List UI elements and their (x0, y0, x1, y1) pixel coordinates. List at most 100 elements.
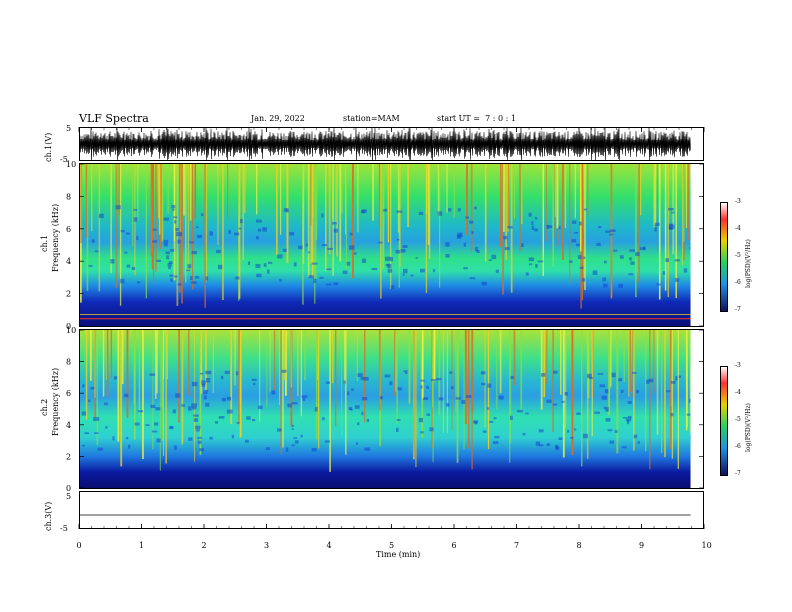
spectral-noise (115, 205, 121, 210)
spectral-noise (245, 439, 249, 443)
spectral-noise (586, 373, 592, 379)
spectral-noise (133, 208, 138, 211)
spectral-noise (326, 268, 332, 271)
spectral-noise (456, 234, 462, 239)
spectral-noise (216, 249, 221, 254)
spectral-noise (361, 258, 367, 263)
spectral-streak (437, 164, 440, 217)
spectral-streak (664, 330, 666, 458)
spectral-noise (654, 227, 657, 232)
ch1-spec-tick-0: 0 (66, 322, 71, 331)
spectral-streak (154, 330, 157, 399)
spectral-noise (528, 263, 532, 266)
spectral-streak (98, 164, 101, 292)
spectral-noise (446, 403, 450, 407)
spectral-noise (319, 276, 324, 279)
spectral-noise (91, 239, 95, 243)
spectral-streak (344, 330, 346, 384)
spectral-noise (671, 211, 675, 214)
spectral-noise (609, 440, 614, 444)
ch1-waveform-panel (79, 127, 704, 161)
ch1-spec-tick-10: 10 (66, 160, 76, 169)
spectral-streak (302, 164, 304, 305)
spectral-noise (285, 447, 289, 452)
spectral-noise (633, 434, 638, 439)
spectral-streak (554, 164, 556, 239)
spectral-noise (205, 402, 210, 407)
spectral-noise (465, 395, 472, 398)
spectral-streak (269, 330, 271, 392)
spectral-noise (105, 426, 108, 429)
spectral-noise (405, 370, 408, 375)
spectral-noise (197, 440, 202, 444)
spectral-streak (181, 330, 184, 444)
spectral-noise (481, 382, 486, 386)
spectral-noise (200, 213, 204, 217)
ch2-spec-tick-2: 2 (66, 452, 71, 461)
spectral-noise (429, 427, 434, 432)
spectral-streak (120, 330, 123, 467)
spectral-streak (382, 164, 385, 269)
spectral-noise (531, 221, 534, 226)
spectral-streak (380, 164, 382, 299)
spectral-streak (464, 330, 467, 425)
x-tick-7: 7 (514, 541, 519, 550)
spectral-noise (300, 434, 303, 438)
spectral-noise (81, 444, 86, 447)
spectral-noise (204, 389, 209, 392)
spectral-noise (205, 370, 212, 375)
spectral-streak (628, 330, 630, 397)
spectral-noise (555, 444, 559, 449)
spectral-noise (154, 422, 159, 426)
spectral-noise (480, 371, 486, 375)
spectral-streak (117, 330, 120, 442)
spectral-noise (637, 441, 640, 444)
spectral-noise (534, 216, 538, 220)
spectral-streak (654, 164, 657, 225)
spectral-noise (361, 397, 368, 401)
spectral-streak (451, 330, 453, 431)
spectral-noise (396, 427, 399, 432)
ch1-spectrogram (80, 164, 703, 326)
spectral-noise (168, 266, 171, 270)
spectral-noise (134, 422, 140, 426)
spectral-noise (94, 250, 99, 253)
spectral-streak (106, 330, 109, 398)
spectral-noise (628, 273, 634, 276)
spectral-noise (191, 403, 197, 408)
spectral-noise (656, 283, 661, 286)
spectral-noise (251, 418, 256, 422)
spectral-streak (509, 330, 512, 444)
spectral-noise (333, 228, 338, 233)
spectral-streak (173, 164, 175, 242)
x-tick-8: 8 (577, 541, 582, 550)
spectral-noise (546, 224, 549, 229)
spectral-noise (474, 206, 478, 210)
spectral-noise (569, 260, 573, 263)
spectral-streak (467, 330, 470, 449)
spectral-noise (203, 391, 208, 395)
spectral-streak (545, 164, 547, 242)
spectral-noise (420, 431, 424, 434)
spectral-streak (335, 330, 337, 427)
spectral-noise (262, 227, 267, 232)
spectral-noise (149, 373, 156, 376)
spectral-noise (155, 407, 161, 411)
spectral-noise (389, 381, 393, 386)
spectral-noise (165, 251, 170, 255)
spectral-noise (547, 225, 553, 229)
spectral-noise (688, 247, 692, 249)
spectral-noise (626, 420, 630, 425)
spectral-streak (256, 164, 258, 215)
spectral-streak (552, 330, 555, 432)
spectral-noise (293, 437, 298, 439)
spectral-streak (161, 164, 164, 242)
spectral-streak (316, 330, 319, 380)
spectral-noise (97, 447, 103, 451)
spectral-streak (633, 330, 634, 394)
spectral-noise (552, 403, 558, 406)
ch1-cbar-label: log(PSD)(V²/Hz) (745, 239, 752, 288)
spectral-noise (197, 234, 203, 239)
spectral-streak (653, 164, 655, 229)
